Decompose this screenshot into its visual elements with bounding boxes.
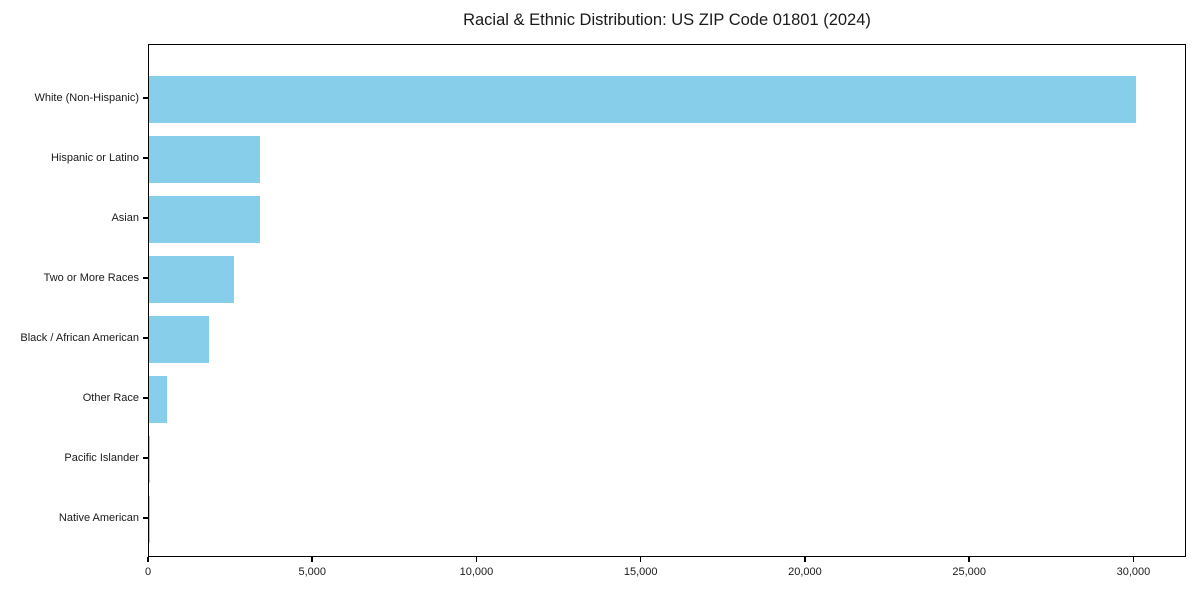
x-axis-label-5: 25,000 [952, 566, 987, 578]
y-axis-label-6: Pacific Islander [64, 452, 139, 464]
x-tick-0 [147, 557, 149, 562]
chart-title: Racial & Ethnic Distribution: US ZIP Cod… [463, 11, 871, 29]
bar-6 [149, 435, 150, 483]
y-axis-label-7: Native American [58, 512, 139, 524]
bar-4 [149, 315, 210, 363]
y-tick-5 [143, 397, 148, 399]
x-axis-label-2: 10,000 [459, 566, 494, 578]
y-axis-label-4: Black / African American [20, 332, 139, 344]
y-tick-6 [143, 457, 148, 459]
x-tick-1 [311, 557, 313, 562]
x-axis-label-4: 20,000 [788, 566, 822, 578]
x-axis-label-1: 5,000 [298, 566, 326, 578]
y-tick-4 [143, 337, 148, 339]
y-tick-7 [143, 517, 148, 519]
x-tick-2 [475, 557, 478, 562]
bar-5 [149, 375, 168, 423]
y-axis-label-2: Asian [111, 212, 139, 224]
y-axis-label-5: Other Race [82, 392, 139, 404]
bar-2 [149, 195, 260, 243]
x-tick-3 [639, 557, 642, 562]
y-tick-2 [143, 217, 148, 219]
x-axis-label-6: 30,000 [1116, 566, 1151, 578]
y-tick-3 [143, 277, 148, 279]
y-tick-0 [143, 97, 148, 99]
x-axis-label-0: 0 [144, 566, 152, 578]
bar-3 [149, 255, 235, 303]
x-tick-5 [968, 557, 970, 562]
bar-1 [149, 135, 261, 183]
x-tick-4 [804, 557, 806, 562]
y-tick-1 [143, 157, 148, 159]
y-axis-label-0: White (Non-Hispanic) [34, 92, 139, 104]
y-axis-label-3: Two or More Races [43, 272, 139, 284]
x-axis-label-3: 15,000 [623, 566, 658, 578]
y-axis-label-1: Hispanic or Latino [50, 152, 139, 164]
bar-0 [149, 75, 1137, 123]
plot-area [148, 44, 1186, 557]
x-tick-6 [1132, 557, 1135, 562]
